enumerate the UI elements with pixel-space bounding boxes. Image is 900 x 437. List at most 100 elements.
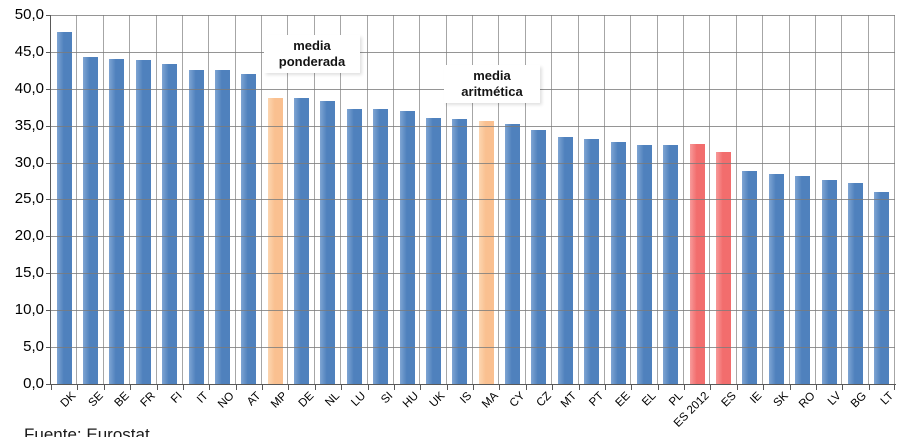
x-tick xyxy=(262,385,263,390)
bar-ma xyxy=(479,121,494,384)
x-tick xyxy=(51,385,52,390)
x-tick xyxy=(420,385,421,390)
bar-nl xyxy=(320,101,335,384)
x-tick xyxy=(763,385,764,390)
x-label-si: SI xyxy=(379,390,396,407)
y-tick xyxy=(46,199,51,200)
x-label-mp: MP xyxy=(268,390,290,411)
x-tick xyxy=(631,385,632,390)
x-label-lv: LV xyxy=(825,390,844,408)
annotation-line: media xyxy=(293,38,331,53)
x-label-bg: BG xyxy=(849,390,870,411)
x-label-ee: EE xyxy=(613,390,633,410)
bar-si xyxy=(373,109,388,384)
x-label-fi: FI xyxy=(168,390,185,406)
bar-bg xyxy=(848,183,863,384)
x-label-nl: NL xyxy=(323,390,343,409)
x-label-ma: MA xyxy=(479,390,501,411)
x-tick xyxy=(447,385,448,390)
source-caption: Fuente: Eurostat xyxy=(24,425,150,437)
bar-dk xyxy=(57,32,72,384)
x-label-pt: PT xyxy=(587,390,607,409)
bar-es-2012 xyxy=(690,144,705,384)
x-tick xyxy=(605,385,606,390)
x-label-hu: HU xyxy=(401,390,422,411)
bar-ro xyxy=(795,176,810,384)
y-tick-label-30-0: 30,0 xyxy=(14,154,44,171)
x-tick xyxy=(842,385,843,390)
horizontal-gridline xyxy=(51,273,895,274)
bar-ee xyxy=(611,142,626,384)
x-label-cz: CZ xyxy=(534,390,554,410)
x-tick xyxy=(315,385,316,390)
bar-it xyxy=(189,70,204,384)
x-label-is: IS xyxy=(458,390,475,407)
horizontal-gridline xyxy=(51,126,895,127)
x-tick xyxy=(473,385,474,390)
y-tick-label-20-0: 20,0 xyxy=(14,227,44,244)
y-tick-label-50-0: 50,0 xyxy=(14,6,44,23)
bar-lv xyxy=(822,180,837,384)
bar-at xyxy=(241,74,256,384)
y-tick-label-10-0: 10,0 xyxy=(14,301,44,318)
y-tick-label-45-0: 45,0 xyxy=(14,43,44,60)
bar-lu xyxy=(347,109,362,384)
x-tick xyxy=(658,385,659,390)
x-label-de: DE xyxy=(296,390,317,410)
annotation-line: ponderada xyxy=(278,54,346,69)
bar-mt xyxy=(558,137,573,384)
bar-no xyxy=(215,70,230,384)
bar-is xyxy=(452,119,467,384)
bar-cy xyxy=(505,124,520,384)
bar-uk xyxy=(426,118,441,384)
x-tick xyxy=(710,385,711,390)
x-tick xyxy=(737,385,738,390)
x-label-be: BE xyxy=(112,390,132,410)
x-label-fr: FR xyxy=(138,390,158,410)
x-tick xyxy=(579,385,580,390)
x-label-sk: SK xyxy=(771,390,791,410)
x-label-ro: RO xyxy=(796,390,818,411)
bar-sk xyxy=(769,174,784,384)
y-tick xyxy=(46,89,51,90)
y-tick xyxy=(46,15,51,16)
x-tick xyxy=(183,385,184,390)
x-tick xyxy=(104,385,105,390)
y-tick xyxy=(46,273,51,274)
x-label-pl: PL xyxy=(667,390,686,409)
plot-area xyxy=(51,15,895,384)
bar-es xyxy=(716,152,731,384)
bar-hu xyxy=(400,111,415,384)
horizontal-gridline xyxy=(51,199,895,200)
horizontal-gridline xyxy=(51,347,895,348)
bar-pl xyxy=(663,145,678,384)
x-tick xyxy=(816,385,817,390)
x-label-uk: UK xyxy=(427,390,448,410)
bar-pt xyxy=(584,139,599,384)
horizontal-gridline xyxy=(51,310,895,311)
y-tick xyxy=(46,236,51,237)
y-axis-line xyxy=(50,15,51,385)
x-tick xyxy=(130,385,131,390)
x-tick xyxy=(526,385,527,390)
x-label-lu: LU xyxy=(349,390,369,409)
x-tick xyxy=(368,385,369,390)
x-tick xyxy=(77,385,78,390)
x-tick xyxy=(394,385,395,390)
x-tick xyxy=(552,385,553,390)
x-tick xyxy=(341,385,342,390)
horizontal-gridline xyxy=(51,236,895,237)
x-label-at: AT xyxy=(245,390,264,409)
x-label-se: SE xyxy=(86,390,106,410)
y-tick xyxy=(46,310,51,311)
horizontal-gridline xyxy=(51,163,895,164)
horizontal-gridline xyxy=(51,15,895,16)
y-tick xyxy=(46,347,51,348)
y-tick-label-0-0: 0,0 xyxy=(23,375,44,392)
annotation-media-aritmetica: media aritmética xyxy=(444,65,540,103)
bar-lt xyxy=(874,192,889,384)
x-tick xyxy=(790,385,791,390)
y-tick xyxy=(46,52,51,53)
x-label-no: NO xyxy=(215,390,237,411)
